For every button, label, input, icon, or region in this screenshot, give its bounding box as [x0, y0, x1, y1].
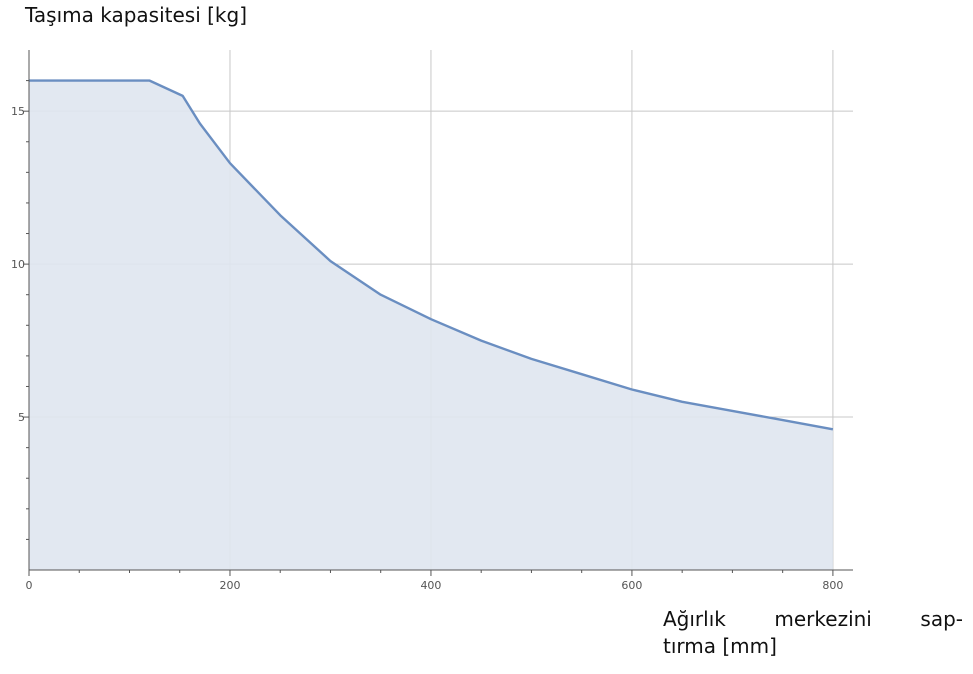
area-fill: [29, 80, 833, 570]
x-axis-label: Ağırlık merkezini sap- tırma [mm]: [663, 606, 963, 660]
x-axis-label-line-1: Ağırlık merkezini sap-: [663, 606, 963, 633]
y-axis-label: Taşıma kapasitesi [kg]: [25, 3, 248, 27]
x-axis-label-word-1: Ağırlık: [663, 607, 726, 631]
y-tick-label-5: 5: [18, 411, 25, 424]
grid: [29, 50, 853, 570]
series-line: [29, 79, 834, 431]
y-tick-label-15: 15: [11, 105, 25, 118]
x-tick-label-0: 0: [26, 579, 33, 592]
x-tick-label-600: 600: [621, 579, 642, 592]
x-axis-label-word-3: sap-: [920, 607, 963, 631]
x-tick-label-800: 800: [822, 579, 843, 592]
x-axis-label-word-2: merkezini: [774, 607, 872, 631]
x-tick-label-400: 400: [420, 579, 441, 592]
y-tick-label-10: 10: [11, 258, 25, 271]
x-axis-label-line-2: tırma [mm]: [663, 634, 777, 658]
x-tick-label-200: 200: [219, 579, 240, 592]
ticks: 0 200 400 600 800 5 10 15: [11, 80, 843, 592]
axes: [28, 50, 853, 571]
